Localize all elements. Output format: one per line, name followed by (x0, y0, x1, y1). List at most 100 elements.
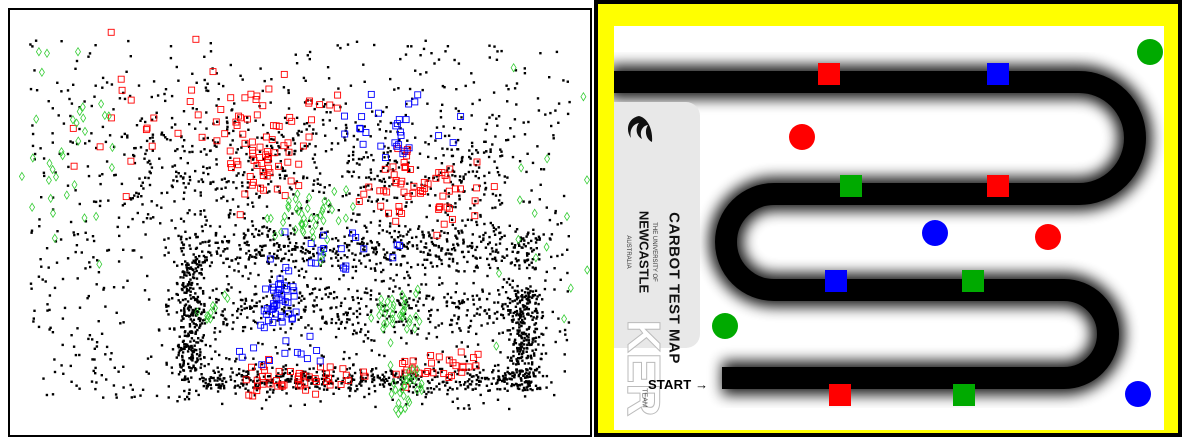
scatter-point-diamond (93, 211, 100, 222)
scatter-point (445, 300, 449, 303)
scatter-point (394, 310, 397, 314)
scatter-point (422, 236, 425, 239)
scatter-point (566, 80, 569, 83)
scatter-point (218, 353, 221, 357)
scatter-point (526, 258, 529, 262)
scatter-point (356, 388, 359, 391)
scatter-point (246, 186, 249, 189)
scatter-point (542, 233, 545, 236)
scatter-point (165, 303, 168, 306)
scatter-point (506, 329, 509, 332)
scatter-point (182, 243, 185, 246)
scatter-point (437, 58, 441, 61)
scatter-point-square (362, 129, 370, 136)
scatter-point (424, 395, 427, 399)
scatter-point (500, 305, 504, 308)
scatter-point (198, 316, 201, 320)
scatter-point (525, 302, 529, 305)
scatter-point (519, 312, 522, 316)
scatter-point-square (357, 125, 365, 133)
scatter-point (277, 245, 281, 248)
scatter-point (251, 232, 254, 236)
scatter-point (180, 348, 183, 352)
scatter-point (531, 250, 534, 253)
scatter-point (327, 286, 330, 289)
scatter-point (282, 365, 285, 368)
scatter-point-square (127, 96, 135, 104)
scatter-point (291, 248, 294, 251)
scatter-point (494, 194, 498, 197)
scatter-point (526, 388, 529, 392)
scatter-point-square (402, 163, 410, 171)
scatter-point (225, 240, 229, 243)
scatter-point (199, 351, 202, 354)
scatter-point (146, 161, 149, 164)
scatter-point-diamond (29, 202, 36, 213)
scatter-point (60, 40, 63, 43)
scatter-point (434, 194, 437, 197)
scatter-point (532, 294, 535, 297)
scatter-point-diamond (399, 289, 406, 300)
scatter-point (278, 189, 281, 193)
scatter-point (233, 102, 236, 105)
scatter-point-square (395, 141, 403, 149)
scatter-point-diamond (401, 299, 408, 309)
scatter-point (353, 329, 356, 332)
scatter-point (505, 139, 508, 142)
scatter-point (194, 267, 197, 270)
scatter-point (247, 145, 251, 148)
scatter-point (178, 349, 181, 352)
scatter-point (415, 390, 419, 393)
scatter-point (54, 171, 57, 174)
scatter-point (125, 70, 128, 73)
scatter-point-square (457, 348, 465, 356)
scatter-point (404, 205, 407, 208)
scatter-point (453, 314, 456, 317)
scatter-point (131, 217, 134, 221)
scatter-point (146, 213, 150, 216)
scatter-point-square (241, 139, 249, 147)
scatter-point (438, 388, 441, 391)
scatter-point (404, 53, 408, 56)
scatter-point (530, 239, 533, 243)
scatter-point (407, 304, 410, 307)
scatter-point (171, 185, 174, 189)
scatter-point (503, 256, 506, 259)
scatter-point (504, 377, 507, 380)
scatter-point (203, 304, 206, 307)
scatter-point (525, 297, 528, 300)
scatter-point (318, 172, 322, 175)
scatter-point (408, 241, 411, 244)
scatter-point (502, 378, 505, 381)
scatter-point-square (429, 369, 437, 377)
scatter-point-diamond (59, 150, 66, 161)
scatter-point-square (375, 109, 382, 117)
scatter-point (397, 230, 401, 234)
scatter-point (478, 313, 481, 316)
scatter-point (192, 287, 195, 290)
scatter-point (301, 247, 305, 250)
scatter-point (352, 150, 355, 154)
scatter-point (225, 318, 228, 321)
scatter-point (133, 194, 136, 197)
scatter-point (51, 393, 55, 396)
scatter-point (347, 154, 351, 157)
scatter-point-square (269, 300, 277, 308)
scatter-point (201, 376, 204, 379)
scatter-point (276, 249, 279, 252)
scatter-point (481, 288, 484, 291)
scatter-point (209, 383, 212, 387)
scatter-point (365, 151, 368, 154)
scatter-point (370, 153, 373, 157)
scatter-point (509, 309, 512, 312)
scatter-point-square (472, 362, 480, 370)
scatter-point (192, 296, 195, 299)
scatter-point (435, 265, 439, 268)
scatter-point (195, 341, 198, 344)
scatter-point (541, 298, 544, 301)
scatter-point (179, 238, 183, 241)
scatter-point (336, 142, 340, 145)
scatter-point-square (122, 193, 130, 201)
scatter-point (162, 134, 165, 137)
scatter-point (252, 175, 256, 179)
